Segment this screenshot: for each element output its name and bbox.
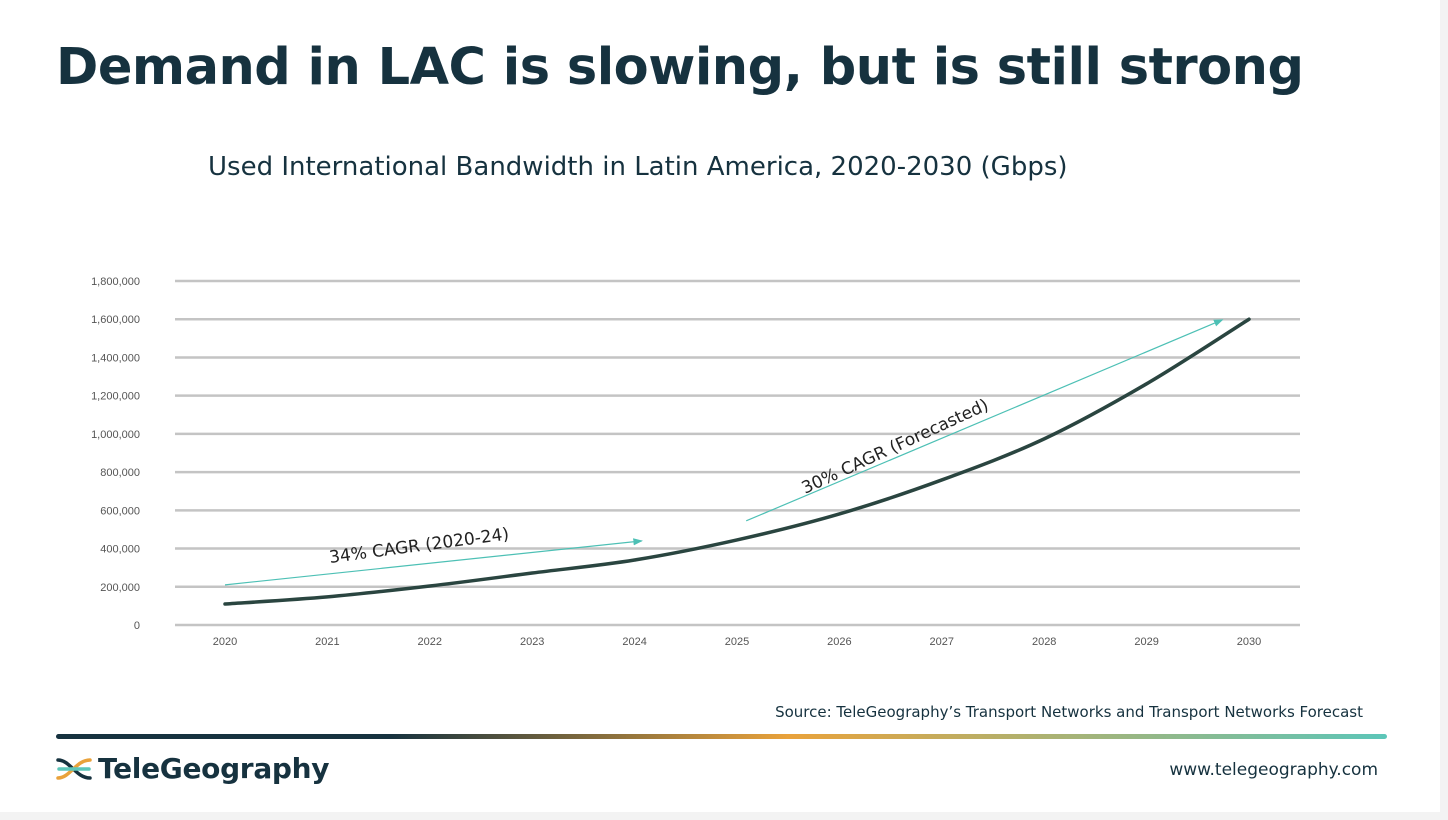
slide-title: Demand in LAC is slowing, but is still s… [56,38,1304,97]
x-tick-label: 2025 [725,636,749,648]
telegeography-logo: TeleGeography [56,752,330,785]
x-tick-label: 2029 [1134,636,1158,648]
x-tick-label: 2030 [1237,636,1261,648]
x-tick-label: 2027 [930,636,954,648]
x-tick-label: 2021 [315,636,339,648]
y-tick-label: 1,600,000 [91,314,140,326]
cagr-annotation: 30% CAGR (Forecasted) [799,395,992,498]
y-tick-label: 600,000 [100,505,140,517]
y-tick-label: 1,200,000 [91,391,140,403]
y-tick-label: 400,000 [100,544,140,556]
x-tick-label: 2023 [520,636,544,648]
x-tick-label: 2024 [622,636,646,648]
y-tick-label: 800,000 [100,467,140,479]
y-tick-label: 1,800,000 [91,276,140,288]
logo-mark-icon [56,757,92,780]
cagr-annotation: 34% CAGR (2020-24) [328,524,510,568]
source-note: Source: TeleGeography’s Transport Networ… [775,703,1363,721]
website-url: www.telegeography.com [1169,760,1378,780]
cagr-arrow [745,319,1224,522]
y-tick-label: 1,400,000 [91,352,140,364]
y-tick-label: 1,000,000 [91,429,140,441]
x-tick-label: 2026 [827,636,851,648]
cagr-arrow [224,538,643,586]
logo-text: TeleGeography [98,752,330,785]
footer-divider [56,734,1387,739]
x-tick-label: 2022 [418,636,442,648]
y-tick-label: 200,000 [100,582,140,594]
line-chart: 0 200,000 400,000 600,000 800,000 1,000,000 1,… [91,276,1300,648]
x-tick-label: 2028 [1032,636,1056,648]
y-tick-label: 0 [134,620,140,632]
chart-title: Used International Bandwidth in Latin Am… [208,152,1068,182]
x-tick-label: 2020 [213,636,237,648]
